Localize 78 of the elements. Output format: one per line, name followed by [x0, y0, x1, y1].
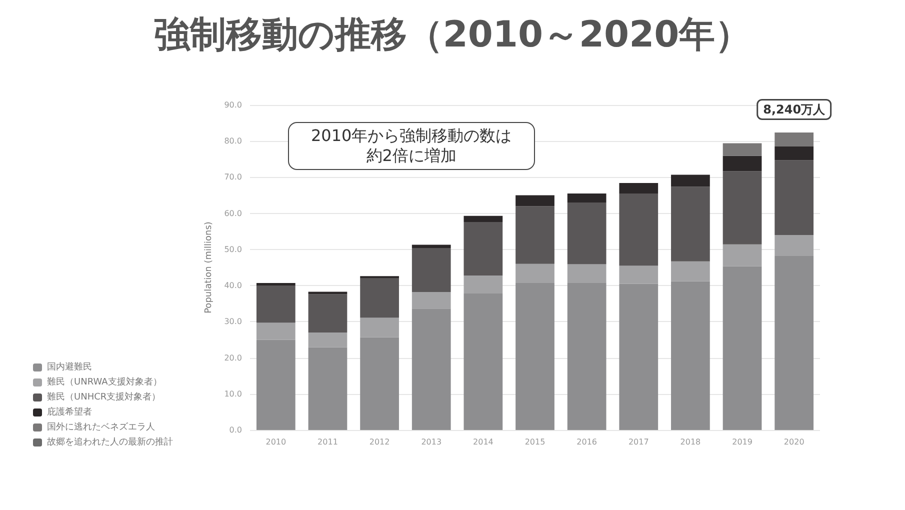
bar — [619, 284, 658, 430]
y-axis-title: Population (millions) — [204, 222, 214, 314]
annotation: 8,240万人 — [763, 102, 826, 116]
bar — [671, 174, 710, 187]
bar — [516, 206, 554, 264]
bar — [722, 143, 762, 156]
bar — [308, 292, 348, 294]
bar — [412, 308, 451, 430]
bar — [619, 183, 658, 194]
bar — [256, 322, 296, 340]
bar — [516, 264, 554, 284]
bar — [360, 337, 399, 430]
y-tick-label: 70.0 — [224, 172, 242, 182]
y-tick-label: 50.0 — [224, 244, 242, 254]
bar — [464, 294, 503, 430]
legend-label: 庇護希望者 — [47, 406, 92, 418]
bar — [722, 266, 762, 430]
bar — [671, 261, 710, 282]
bar — [774, 160, 814, 235]
y-tick-label: 60.0 — [224, 208, 242, 218]
y-tick-label: 40.0 — [224, 281, 242, 290]
bar — [516, 283, 554, 430]
legend-label: 難民（UNRWA支援対象者） — [47, 376, 162, 388]
bar — [360, 318, 399, 338]
bar — [360, 278, 399, 318]
bar — [567, 202, 606, 264]
x-tick-label: 2013 — [421, 438, 442, 446]
bar — [774, 132, 814, 147]
bar — [722, 171, 762, 244]
bar — [619, 193, 658, 266]
legend-label: 故郷を追われた人の最新の推計 — [47, 436, 173, 448]
callout-box: 2010年から強制移動の数は 約2倍に増加 — [288, 122, 535, 170]
y-tick-label: 10.0 — [224, 389, 242, 398]
bar — [567, 193, 606, 202]
bar — [567, 283, 606, 430]
bar — [774, 235, 814, 256]
bar — [671, 186, 710, 262]
bar — [256, 283, 296, 286]
annotation: 約2倍に増加 — [365, 146, 458, 166]
bar — [412, 248, 451, 292]
bar — [567, 264, 606, 284]
x-tick-label: 2015 — [524, 438, 546, 446]
bar — [516, 195, 554, 206]
x-tick-label: 2011 — [318, 438, 338, 446]
bar — [464, 275, 503, 294]
x-tick-label: 2012 — [369, 438, 390, 446]
bar — [464, 222, 503, 276]
bar — [308, 347, 348, 430]
x-tick-label: 2010 — [266, 438, 286, 446]
y-tick-label: 80.0 — [224, 136, 242, 146]
annotation: 2010年から強制移動の数は — [311, 126, 512, 146]
x-tick-label: 2014 — [473, 438, 494, 446]
bar — [412, 244, 451, 248]
x-tick-label: 2019 — [732, 438, 752, 446]
bar — [774, 256, 814, 430]
y-tick-label: 30.0 — [224, 317, 242, 326]
x-tick-label: 2016 — [576, 438, 597, 446]
x-tick-label: 2020 — [784, 438, 804, 446]
bar — [308, 332, 348, 348]
bar — [256, 340, 296, 430]
bar — [774, 146, 814, 160]
y-tick-label: 0.0 — [229, 426, 242, 434]
bar — [671, 281, 710, 430]
legend-label: 難民（UNHCR支援対象者） — [47, 392, 161, 402]
bar — [464, 216, 503, 222]
bar — [722, 244, 762, 266]
bar — [412, 292, 451, 309]
bar — [308, 294, 348, 332]
x-tick-label: 2018 — [680, 438, 701, 446]
chart-title: 強制移動の推移（2010～2020年） — [154, 14, 752, 56]
bar — [619, 266, 658, 284]
y-tick-label: 20.0 — [224, 353, 242, 362]
bar — [256, 286, 296, 323]
y-tick-label: 90.0 — [224, 100, 242, 110]
bar — [722, 156, 762, 172]
legend-label: 国内避難民 — [47, 362, 92, 372]
x-tick-label: 2017 — [628, 438, 649, 446]
legend-label: 国外に逃れたベネズエラ人 — [47, 422, 155, 432]
